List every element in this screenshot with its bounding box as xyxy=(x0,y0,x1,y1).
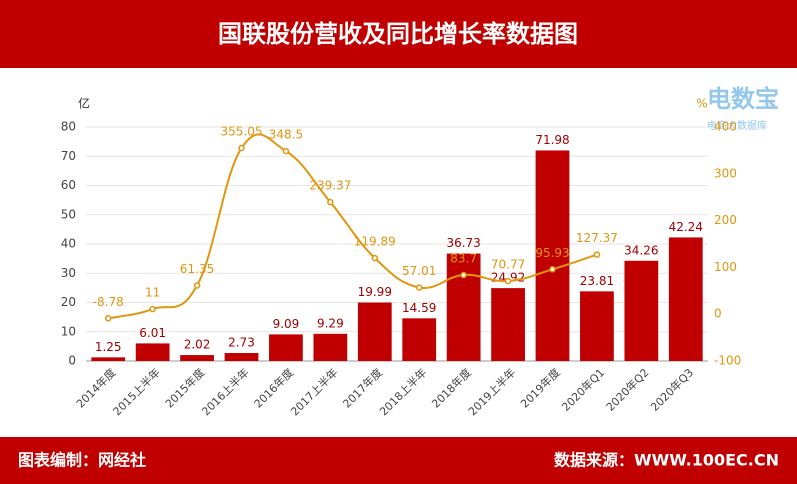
bar xyxy=(180,355,214,361)
bar xyxy=(313,333,348,361)
line-label: -8.78 xyxy=(93,295,124,309)
line-point xyxy=(415,284,423,291)
bar-label: 9.29 xyxy=(317,316,344,330)
y-tick-label: 0 xyxy=(68,354,76,368)
bar-label: 1.25 xyxy=(95,340,122,354)
bar xyxy=(535,150,570,361)
line-label: 348.5 xyxy=(269,128,303,142)
line-point xyxy=(238,144,245,152)
line-point xyxy=(593,251,601,258)
bar-label: 2.02 xyxy=(184,338,211,352)
bar-label: 71.98 xyxy=(535,133,569,147)
bar xyxy=(269,334,303,361)
y-tick-label: 40 xyxy=(61,237,76,251)
x-tick-label: 2015上半年 xyxy=(110,365,163,418)
y-tick-label: 60 xyxy=(61,178,76,192)
bar-label: 42.24 xyxy=(669,220,703,234)
bar-label: 9.09 xyxy=(273,317,300,331)
line-point xyxy=(371,254,379,262)
x-tick-label: 2015年度 xyxy=(162,365,207,410)
line-point xyxy=(104,315,112,322)
line-label: 119.89 xyxy=(354,235,396,249)
x-tick-label: 2014年度 xyxy=(73,365,118,410)
bar-label: 36.73 xyxy=(446,236,480,250)
y-axis-label: 亿 xyxy=(78,96,90,111)
bar xyxy=(446,253,481,361)
x-tick-label: 2017上半年 xyxy=(288,365,341,418)
bar xyxy=(135,343,170,361)
bar xyxy=(402,318,437,361)
line-label: 11 xyxy=(145,286,160,300)
logo-subtitle: 电商大数据库 xyxy=(707,119,767,132)
line-label: 83.7 xyxy=(450,252,477,266)
bar-label: 34.26 xyxy=(624,243,658,257)
bar xyxy=(91,357,126,361)
bar-label: 6.01 xyxy=(139,326,166,340)
y-tick-label: 50 xyxy=(61,207,76,221)
line-point xyxy=(549,266,556,273)
line-label: 57.01 xyxy=(402,264,436,278)
line-point xyxy=(149,305,156,313)
x-tick-label: 2020年Q3 xyxy=(647,365,696,414)
line-label: 61.35 xyxy=(180,262,214,276)
y2-tick-label: -100 xyxy=(714,354,741,368)
y-tick-label: 20 xyxy=(61,295,76,309)
y-tick-label: 10 xyxy=(61,324,76,338)
x-tick-label: 2016上半年 xyxy=(199,365,252,418)
x-tick-label: 2019年度 xyxy=(517,365,562,410)
y-tick-label: 30 xyxy=(61,266,76,280)
x-tick-label: 2020年Q2 xyxy=(603,365,652,414)
bar xyxy=(224,353,259,361)
footer-right: 数据来源：WWW.100EC.CN xyxy=(554,451,779,470)
y-tick-label: 80 xyxy=(61,120,76,134)
bar xyxy=(491,288,525,361)
y2-tick-label: 400 xyxy=(714,120,737,134)
x-tick-label: 2016年度 xyxy=(251,365,296,410)
x-tick-label: 2017年度 xyxy=(340,365,385,410)
logo: 电数宝 xyxy=(707,85,779,113)
bar-label: 14.59 xyxy=(402,301,436,315)
y2-tick-label: 0 xyxy=(714,307,722,321)
y2-tick-label: 200 xyxy=(714,213,737,227)
line-point xyxy=(504,277,512,285)
y-tick-label: 70 xyxy=(61,149,76,163)
y2-tick-label: 100 xyxy=(714,260,737,274)
bar-label: 23.81 xyxy=(580,274,614,288)
line-label: 127.37 xyxy=(576,231,618,245)
bar-label: 2.73 xyxy=(228,336,255,350)
line-label: 355.05 xyxy=(221,125,263,139)
y2-tick-label: 300 xyxy=(714,166,737,180)
bar xyxy=(668,237,703,361)
chart-title: 国联股份营收及同比增长率数据图 xyxy=(218,20,578,48)
title-band xyxy=(0,0,797,68)
x-tick-label: 2019上半年 xyxy=(465,365,518,418)
line-point xyxy=(282,147,290,155)
bar-label: 19.99 xyxy=(358,285,392,299)
y2-axis-label: % xyxy=(696,97,707,111)
x-tick-label: 2018上半年 xyxy=(376,365,429,418)
footer-band xyxy=(0,437,797,484)
line-label: 239.37 xyxy=(309,179,351,193)
bar xyxy=(580,291,614,361)
x-tick-label: 2020年Q1 xyxy=(559,365,608,414)
footer-left: 图表编制：网经社 xyxy=(18,451,146,470)
line-point xyxy=(327,198,334,206)
bar xyxy=(624,260,659,361)
line-label: 95.93 xyxy=(535,246,569,260)
line-point xyxy=(193,282,201,289)
bar xyxy=(357,302,392,361)
line-point xyxy=(460,271,467,279)
line-label: 70.77 xyxy=(491,258,525,272)
x-tick-label: 2018年度 xyxy=(429,365,474,410)
